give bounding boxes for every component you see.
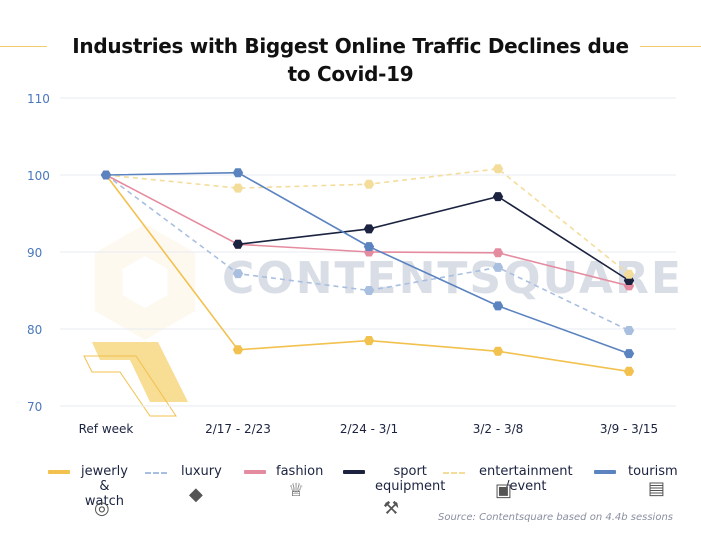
x-tick-label: 2/24 - 3/1 <box>340 422 398 436</box>
data-point <box>363 336 375 346</box>
line-chart: CONTENTSQUARE 70 80 90 100 110 Ref week 2/17 - … <box>27 92 683 436</box>
watermark-text: CONTENTSQUARE <box>222 253 683 304</box>
legend-label: sport equipment <box>375 464 446 494</box>
data-point <box>623 349 635 359</box>
title-rule-left <box>0 46 47 47</box>
data-point <box>363 224 375 234</box>
x-tick-label: 3/9 - 3/15 <box>600 422 658 436</box>
legend-label: fashion <box>276 464 324 479</box>
watermark-logo <box>94 224 196 340</box>
y-tick-label: 80 <box>27 323 42 337</box>
data-point <box>232 269 244 279</box>
y-tick-label: 100 <box>27 169 50 183</box>
data-point <box>100 170 112 180</box>
diamond-icon: ◆ <box>189 484 203 505</box>
data-point <box>363 286 375 295</box>
x-tick-label: 3/2 - 3/8 <box>473 422 524 436</box>
data-point <box>232 345 244 355</box>
data-point <box>492 192 504 202</box>
ticket-icon: ▣ <box>495 480 513 501</box>
legend-label: tourism <box>628 464 678 479</box>
legend-swatch <box>244 470 266 474</box>
y-tick-label: 110 <box>27 92 50 106</box>
data-point <box>623 269 635 279</box>
data-point <box>492 164 504 174</box>
data-point <box>363 242 375 252</box>
legend-swatch <box>145 472 167 474</box>
ring-icon: ◎ <box>94 498 110 519</box>
series-line-3 <box>237 195 630 282</box>
data-point <box>492 262 504 272</box>
series-line-1 <box>105 174 630 332</box>
data-point <box>492 346 504 356</box>
legend-label: luxury <box>181 464 222 479</box>
legend-swatch <box>48 470 70 474</box>
decor-outline <box>83 355 177 417</box>
dumbbell-icon: ⚒ <box>383 498 400 519</box>
legend-label: entertainment /event <box>479 464 573 494</box>
data-point <box>232 183 244 193</box>
source-note: Source: Contentsquare based on 4.4b sess… <box>437 512 673 523</box>
data-point <box>363 179 375 189</box>
suitcase-icon: ▤ <box>648 478 666 499</box>
y-tick-label: 90 <box>27 246 42 260</box>
legend: jewerly & watch ◎ luxury ◆ fashion ♕ sport equ… <box>0 462 701 540</box>
data-point <box>492 248 504 258</box>
title-rule-right <box>640 46 701 47</box>
data-point <box>492 301 504 311</box>
legend-label: jewerly & watch <box>81 464 128 509</box>
data-point <box>623 366 635 376</box>
data-point <box>232 168 244 178</box>
clothes-icon: ♕ <box>288 480 305 501</box>
decor-shape <box>92 342 188 402</box>
legend-swatch <box>443 472 465 474</box>
data-point <box>623 326 635 335</box>
x-tick-label: Ref week <box>79 422 134 436</box>
chart-title: Industries with Biggest Online Traffic D… <box>72 34 629 86</box>
legend-swatch <box>594 470 616 474</box>
data-point <box>232 239 244 249</box>
y-tick-label: 70 <box>27 400 42 414</box>
legend-swatch <box>343 470 365 474</box>
x-tick-label: 2/17 - 2/23 <box>205 422 271 436</box>
